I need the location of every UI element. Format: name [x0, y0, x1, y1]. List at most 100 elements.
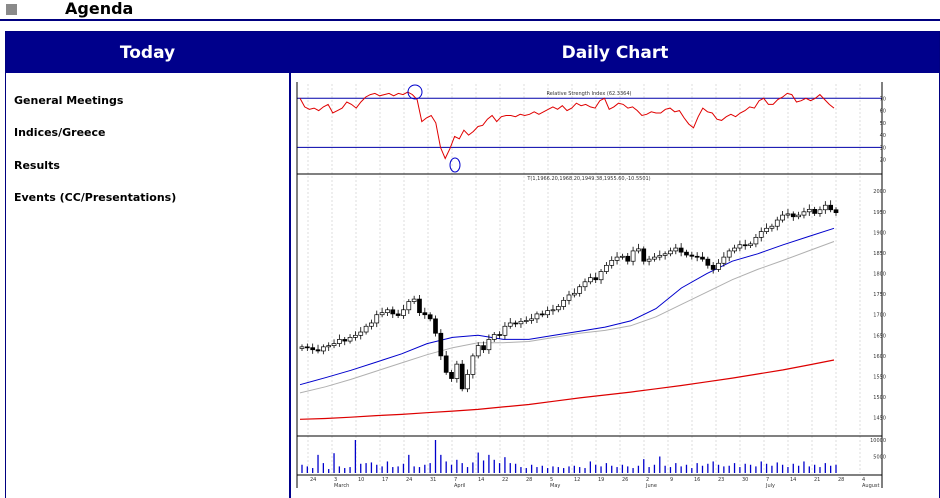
rsi-line	[299, 91, 835, 160]
date-tick-3: 17	[382, 477, 388, 483]
column-divider	[289, 32, 291, 498]
title-underline	[0, 19, 940, 21]
candle-body-92	[790, 213, 796, 218]
month-label-1: April	[454, 483, 465, 489]
today-item-indices-greece[interactable]: Indices/Greece	[14, 126, 106, 139]
candle-body-97	[817, 209, 823, 214]
candle-body-5	[326, 345, 332, 348]
rsi-low-marker	[449, 157, 461, 173]
candle-body-77	[710, 264, 716, 270]
candle-body-0	[299, 346, 305, 349]
price-tick-1950: 1950	[873, 210, 886, 216]
date-tick-7: 14	[478, 477, 484, 483]
candle-body-16	[385, 309, 390, 314]
candle-body-11	[358, 331, 364, 336]
date-tick-19: 7	[766, 477, 769, 483]
candle-body-81	[732, 247, 737, 252]
candle-body-39	[507, 322, 513, 327]
price-tick-1500: 1500	[873, 395, 886, 401]
candle-body-69	[668, 250, 673, 255]
candle-body-78	[716, 262, 721, 270]
date-tick-8: 22	[502, 477, 508, 483]
rsi-axis: 70 60 50 40 30 20	[880, 96, 886, 163]
candle-body-91	[785, 213, 791, 216]
candle-body-37	[497, 334, 502, 336]
today-item-general-meetings[interactable]: General Meetings	[14, 94, 124, 107]
date-tick-2: 10	[358, 477, 364, 483]
price-tick-1650: 1650	[873, 333, 886, 339]
candle-body-75	[700, 256, 705, 260]
candle-body-29	[454, 363, 460, 379]
date-tick-17: 23	[718, 477, 724, 483]
candle-body-7	[337, 339, 342, 344]
candle-body-60	[620, 255, 625, 258]
candle-body-22	[417, 298, 422, 314]
price-tick-1800: 1800	[873, 272, 886, 278]
candle-body-32	[470, 355, 476, 375]
date-tick-5: 31	[430, 477, 436, 483]
date-tick-14: 2	[646, 477, 649, 483]
rsi-high-marker	[407, 84, 423, 100]
candle-body-67	[657, 255, 663, 258]
candle-body-61	[625, 255, 631, 262]
price-tick-1900: 1900	[873, 230, 886, 236]
page-title: Agenda	[65, 0, 134, 18]
candle-body-87	[764, 227, 769, 232]
month-label-5: August	[862, 483, 880, 489]
candle-body-84	[748, 243, 753, 246]
candle-body-70	[673, 247, 679, 252]
candle-body-10	[353, 334, 358, 338]
square-bullet-icon	[6, 4, 17, 15]
candle-body-53	[582, 281, 588, 288]
date-tick-13: 26	[622, 477, 628, 483]
candle-body-25	[433, 318, 438, 334]
candle-body-66	[652, 256, 657, 260]
rsi-tick-60: 60	[880, 109, 886, 115]
candle-body-31	[465, 374, 470, 390]
candle-body-90	[780, 214, 785, 221]
candle-body-100	[833, 209, 839, 213]
candle-body-6	[331, 343, 337, 346]
candle-body-46	[545, 310, 550, 316]
candle-body-62	[630, 250, 636, 262]
date-tick-23: 4	[862, 477, 865, 483]
candlestick-series	[299, 200, 839, 393]
candle-body-65	[646, 258, 652, 262]
candle-body-99	[828, 204, 834, 211]
candle-body-24	[427, 314, 433, 320]
candle-body-73	[689, 254, 695, 257]
volume-tick-5000: 5000	[873, 455, 886, 461]
volume-bars	[301, 440, 837, 473]
candle-body-44	[534, 313, 540, 320]
date-tick-21: 21	[814, 477, 820, 483]
date-tick-4: 24	[406, 477, 412, 483]
candle-body-59	[614, 256, 620, 261]
rsi-tick-30: 30	[880, 145, 886, 151]
candle-body-54	[588, 277, 593, 283]
candle-body-82	[737, 244, 743, 249]
candle-body-94	[801, 211, 807, 216]
candle-body-1	[304, 346, 310, 349]
header-daily-chart: Daily Chart	[291, 32, 939, 73]
today-item-results[interactable]: Results	[14, 159, 60, 172]
month-label-0: March	[334, 483, 349, 489]
candle-body-19	[401, 309, 406, 316]
price-tick-1600: 1600	[873, 354, 886, 360]
daily-chart: Relative Strength Index (62.3364) 70 60 50…	[296, 82, 886, 489]
candle-body-41	[518, 320, 524, 325]
moving-average-mid	[299, 241, 835, 394]
candle-body-34	[481, 345, 486, 351]
candle-body-13	[369, 322, 374, 327]
candle-body-57	[604, 264, 609, 272]
candle-body-88	[769, 225, 775, 229]
candle-body-48	[555, 306, 561, 311]
candle-body-20	[406, 301, 412, 311]
candle-body-35	[486, 339, 492, 351]
date-tick-9: 28	[526, 477, 532, 483]
date-tick-12: 19	[598, 477, 604, 483]
candle-body-71	[678, 247, 684, 253]
today-item-events[interactable]: Events (CC/Presentations)	[14, 191, 177, 204]
candle-body-40	[513, 322, 518, 325]
header-today: Today	[6, 32, 289, 73]
candle-body-74	[694, 255, 700, 258]
